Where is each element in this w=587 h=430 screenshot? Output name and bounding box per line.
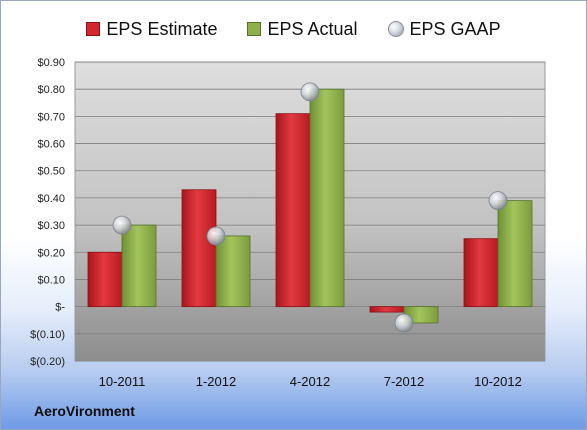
y-tick-label: $0.30 <box>37 220 65 232</box>
bar-estimate <box>181 189 217 308</box>
bar-actual <box>497 200 533 308</box>
legend-label-actual: EPS Actual <box>267 18 358 39</box>
y-tick-label: $0.10 <box>37 274 65 286</box>
legend-swatch-estimate <box>86 22 101 36</box>
x-tick-label: 10-2012 <box>474 374 522 389</box>
bar-estimate <box>275 113 311 308</box>
bar-estimate <box>369 306 405 313</box>
bar-estimate <box>463 238 499 308</box>
y-tick-label: $(0.20) <box>30 356 65 368</box>
point-gaap <box>112 215 132 235</box>
x-tick-label: 7-2012 <box>384 374 424 389</box>
bar-actual <box>215 235 251 308</box>
y-tick-label: $0.60 <box>37 139 65 151</box>
y-tick-label: $0.50 <box>37 166 65 178</box>
y-tick-label: $0.40 <box>37 193 65 205</box>
point-gaap <box>488 191 508 211</box>
legend-label-gaap: EPS GAAP <box>409 18 501 39</box>
legend-swatch-actual <box>247 22 262 36</box>
point-gaap <box>206 226 226 246</box>
y-tick-label: $- <box>55 302 65 314</box>
bar-actual <box>121 224 157 308</box>
point-gaap <box>394 313 414 333</box>
y-tick-label: $(0.10) <box>30 329 65 341</box>
legend-item-actual: EPS Actual <box>247 15 358 43</box>
y-tick-label: $0.80 <box>37 84 65 96</box>
legend-item-estimate: EPS Estimate <box>86 15 217 43</box>
legend-item-gaap: EPS GAAP <box>387 15 501 43</box>
bar-actual <box>309 88 345 308</box>
y-tick-label: $0.90 <box>37 57 65 69</box>
point-gaap <box>300 82 320 102</box>
x-tick-label: 1-2012 <box>196 374 236 389</box>
x-tick-label: 4-2012 <box>290 374 330 389</box>
company-name: AeroVironment <box>34 403 135 419</box>
x-tick-label: 10-2011 <box>99 374 146 389</box>
legend: EPS Estimate EPS Actual EPS GAAP <box>1 15 586 43</box>
legend-label-estimate: EPS Estimate <box>106 18 218 39</box>
bar-estimate <box>87 251 123 308</box>
legend-swatch-gaap <box>387 21 404 37</box>
y-tick-label: $0.20 <box>37 247 65 259</box>
y-tick-label: $0.70 <box>37 111 65 123</box>
